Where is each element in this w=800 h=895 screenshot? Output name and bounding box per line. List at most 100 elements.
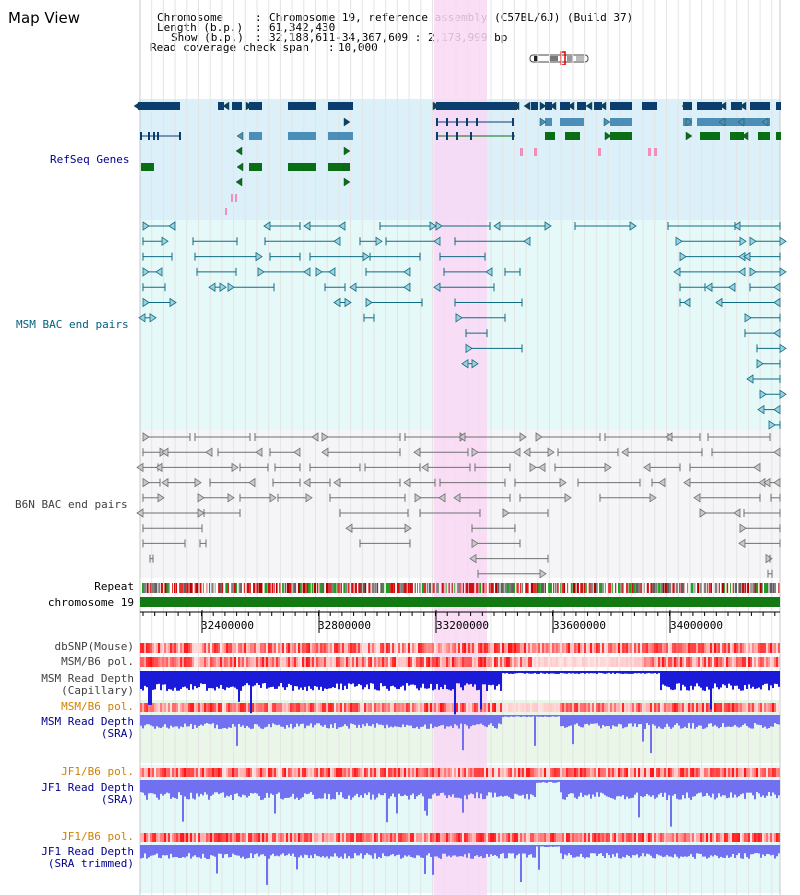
jf1-b6-pol2-cell (278, 833, 280, 842)
jf1-b6-pol-cell (756, 768, 758, 777)
msm-capillary-depth-bar (286, 671, 288, 688)
repeat-element (766, 583, 769, 593)
jf1-b6-pol-cell (316, 768, 318, 777)
jf1-sra-depth-bar (492, 780, 494, 798)
dbsnp-cell (770, 643, 772, 653)
jf1-b6-pol2-cell (596, 833, 598, 842)
msm-sra-depth-bar (644, 715, 646, 729)
msm-sra-depth-bar (232, 715, 234, 724)
repeat-element (687, 583, 689, 593)
msm-b6-pol-cell (636, 657, 638, 667)
msm-sra-depth-bar (686, 715, 688, 728)
msm-capillary-depth-bar (736, 671, 738, 686)
track-label-dbsnp[interactable]: dbSNP(Mouse) (54, 640, 134, 653)
msm-b6-pol2-cell (152, 703, 154, 712)
track-label-refseq[interactable]: RefSeq Genes (50, 153, 130, 166)
jf1-b6-pol-cell (454, 768, 456, 777)
jf1-sra-depth-bar (310, 780, 312, 793)
refseq-gene-block (610, 118, 632, 126)
dbsnp-cell (582, 643, 584, 653)
repeat-element (358, 583, 361, 593)
dbsnp-cell (728, 643, 730, 653)
msm-sra-depth-bar (620, 715, 622, 725)
track-label-msm-bac[interactable]: MSM BAC end pairs (16, 318, 129, 331)
jf1-trimmed-depth-bar (254, 845, 256, 855)
jf1-sra-depth-bar (362, 780, 364, 798)
repeat-element (146, 583, 149, 593)
repeat-element (231, 583, 234, 593)
msm-b6-pol-cell (294, 657, 296, 667)
jf1-b6-pol2-cell (234, 833, 236, 842)
track-label-b6n-bac[interactable]: B6N BAC end pairs (15, 498, 128, 511)
msm-b6-pol2-cell (264, 703, 266, 712)
msm-b6-pol-cell (606, 657, 608, 667)
msm-sra-depth-bar (158, 715, 160, 728)
jf1-b6-pol2-cell (192, 833, 194, 842)
track-label-jf1-b6-pol[interactable]: JF1/B6 pol. (61, 765, 134, 778)
jf1-b6-pol-cell (610, 768, 612, 777)
track-label-msm-depth-cap[interactable]: MSM Read Depth (41, 672, 134, 685)
msm-sra-depth-bar (260, 715, 262, 729)
msm-b6-pol2-cell (594, 703, 596, 712)
jf1-b6-pol-cell (342, 768, 344, 777)
msm-b6-pol-cell (288, 657, 290, 667)
dbsnp-cell (206, 643, 208, 653)
msm-b6-pol2-cell (376, 703, 378, 712)
msm-sra-depth-bar (200, 715, 202, 725)
msm-sra-depth-bar (652, 715, 654, 725)
track-label-msm-b6-pol[interactable]: MSM/B6 pol. (61, 655, 134, 668)
jf1-sra-depth-bar (206, 780, 208, 795)
jf1-b6-pol2-cell (442, 833, 444, 842)
jf1-b6-pol-cell (434, 768, 436, 777)
dbsnp-cell (660, 643, 662, 653)
track-label-jf1-depth-sra[interactable]: JF1 Read Depth (41, 781, 134, 794)
refseq-pseudogene (231, 194, 233, 202)
msm-sra-depth-bar (156, 715, 158, 727)
jf1-b6-pol-cell (620, 768, 622, 777)
track-label-jf1-depth-trim[interactable]: JF1 Read Depth (41, 845, 134, 858)
jf1-b6-pol-cell (698, 768, 700, 777)
msm-b6-pol-cell (310, 657, 312, 667)
msm-capillary-depth-bar (166, 671, 168, 691)
repeat-element (166, 583, 169, 593)
msm-capillary-depth-bar (382, 671, 384, 687)
msm-b6-pol2-cell (304, 703, 306, 712)
jf1-trimmed-depth-bar (174, 845, 176, 857)
chromosome-ideogram[interactable] (528, 51, 592, 65)
dbsnp-cell (236, 643, 238, 653)
jf1-b6-pol-cell (260, 768, 262, 777)
msm-sra-depth-bar (362, 715, 364, 725)
jf1-trimmed-depth-bar (470, 845, 472, 859)
msm-sra-depth-bar (756, 715, 758, 725)
jf1-b6-pol-cell (228, 768, 230, 777)
msm-b6-pol-cell (234, 657, 236, 667)
jf1-trimmed-depth-bar (296, 845, 298, 870)
repeat-element (602, 583, 604, 593)
msm-capillary-depth-bar (354, 671, 356, 687)
jf1-trimmed-depth-bar (634, 845, 636, 856)
jf1-b6-pol-cell (712, 768, 714, 777)
msm-b6-pol2-cell (488, 703, 490, 712)
track-label-jf1-b6-pol-2[interactable]: JF1/B6 pol. (61, 830, 134, 843)
dbsnp-cell (202, 643, 204, 653)
jf1-sra-depth-bar (208, 780, 210, 800)
jf1-trimmed-depth-bar (562, 845, 564, 859)
msm-b6-pol2-cell (356, 703, 358, 712)
dbsnp-cell (470, 643, 472, 653)
msm-b6-pol-cell (224, 657, 226, 667)
track-label-msm-b6-pol-2[interactable]: MSM/B6 pol. (61, 700, 134, 713)
track-label-msm-depth-sra[interactable]: MSM Read Depth (41, 715, 134, 728)
jf1-trimmed-depth-bar (196, 845, 198, 858)
msm-b6-pol-cell (712, 657, 714, 667)
jf1-b6-pol2-cell (666, 833, 668, 842)
msm-b6-pol2-cell (742, 703, 744, 712)
jf1-b6-pol-cell (470, 768, 472, 777)
jf1-b6-pol2-cell (752, 833, 754, 842)
msm-b6-pol2-cell (186, 703, 188, 712)
msm-b6-pol2-cell (380, 703, 382, 712)
jf1-trimmed-depth-bar (610, 845, 612, 858)
jf1-b6-pol-cell (158, 768, 160, 777)
jf1-trimmed-depth-bar (682, 845, 684, 857)
jf1-sra-depth-bar (598, 780, 600, 797)
